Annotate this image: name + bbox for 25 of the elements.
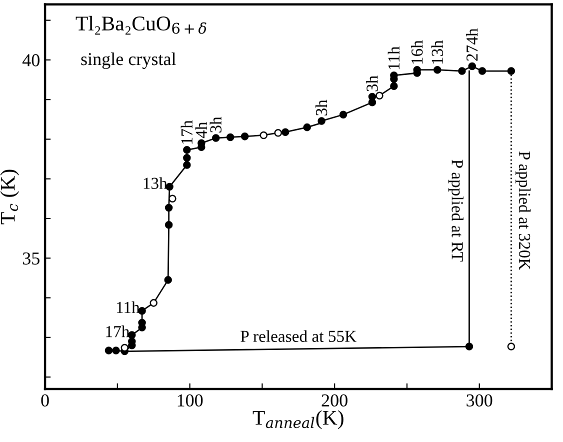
annotation: P applied at 320K	[516, 151, 531, 270]
x-tick-label: 100	[178, 394, 203, 407]
annotation: P released at 55K	[240, 330, 356, 342]
x-tick-label: 200	[322, 394, 348, 407]
x-tick-label: 300	[466, 394, 492, 407]
x-tick-label: 0	[41, 394, 49, 407]
annotation: 274h	[466, 28, 478, 61]
annotation: 13h	[431, 40, 443, 64]
annotation: 4h	[195, 122, 207, 138]
annotation: 17h	[180, 120, 192, 144]
annotation: 3h	[210, 116, 222, 132]
annotation: 11h	[116, 301, 140, 313]
x-axis-title: T$_{anneal}$(K)	[252, 410, 344, 430]
annotation: 11h	[388, 46, 400, 70]
annotation: P applied at RT	[448, 160, 464, 262]
chart-title: Tl₂Ba₂CuO$_{6+δ}$	[76, 16, 206, 35]
annotation: 3h	[366, 76, 378, 92]
annotation: 16h	[410, 40, 423, 64]
y-tick-label: 35	[22, 252, 40, 265]
text: single crystal	[81, 52, 176, 69]
annotation: 13h	[144, 177, 168, 189]
y-axis-title: T$_{c}$ (K)	[0, 170, 20, 224]
annotation: 17h	[106, 326, 130, 338]
annotation: 3h	[315, 100, 328, 116]
y-tick-label: 40	[22, 54, 40, 66]
